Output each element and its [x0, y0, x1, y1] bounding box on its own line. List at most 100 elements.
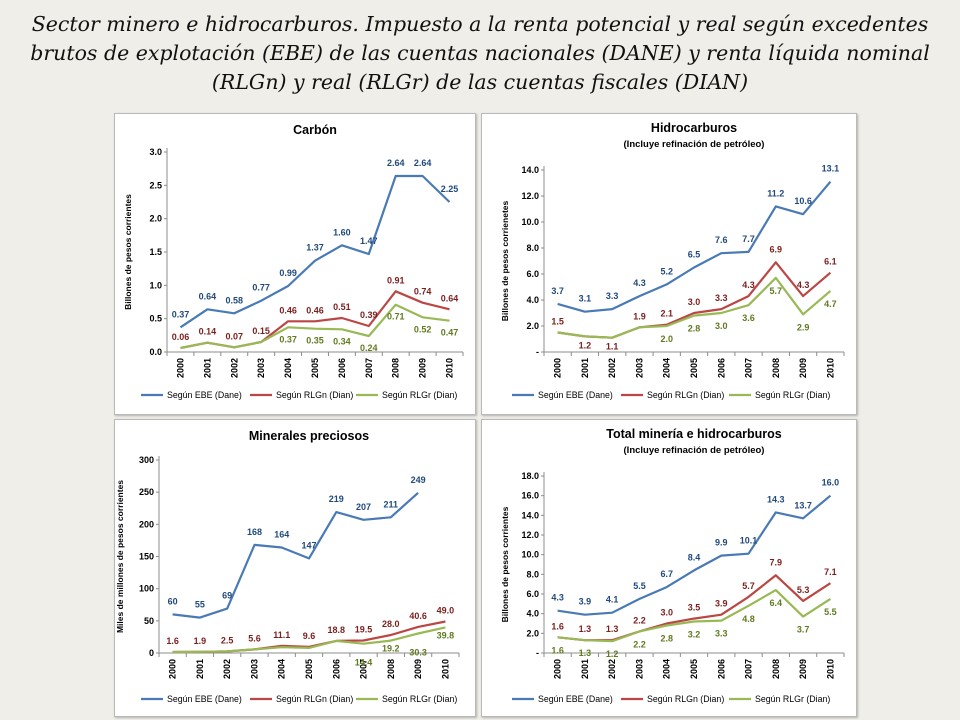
y-tick-label: 10.0 [521, 217, 539, 227]
data-label-rlgn: 5.6 [248, 633, 261, 643]
data-label-ebe: 1.47 [360, 236, 378, 246]
data-label-ebe: 1.37 [306, 243, 324, 253]
x-tick-label: 2010 [440, 659, 450, 679]
y-axis-label: Billones de pesos corrienetes [500, 201, 510, 322]
data-label-ebe: 10.1 [740, 536, 758, 546]
x-tick-label: 2007 [744, 659, 754, 679]
data-label-rlgn: 0.06 [172, 332, 190, 342]
legend-label-rlgr: Según RLGr (Dian) [382, 390, 457, 400]
data-label-rlgn: 2.5 [221, 635, 234, 645]
data-label-rlgn: 28.0 [382, 619, 400, 629]
data-label-ebe: 60 [168, 596, 178, 606]
x-tick-label: 2007 [359, 659, 369, 679]
data-label-ebe: 0.77 [252, 283, 270, 293]
y-tick-label: 150 [139, 552, 154, 562]
legend-label-rlgn: Según RLGn (Dian) [647, 390, 724, 400]
data-label-ebe: 6.7 [660, 569, 673, 579]
data-label-rlgr: 2.0 [660, 334, 673, 344]
chart-hidrocarburos: Hidrocarburos (Incluye refinación de petr… [500, 121, 845, 400]
data-label-ebe: 4.3 [633, 278, 646, 288]
data-label-ebe: 6.5 [688, 250, 701, 260]
x-tick-label: 2002 [607, 358, 617, 378]
chart-subtitle: (Incluye refinación de petróleo) [624, 445, 765, 456]
data-label-ebe: 168 [247, 527, 262, 537]
x-tick-label: 2002 [229, 358, 239, 378]
legend-label-rlgr: Según RLGr (Dian) [382, 694, 457, 704]
data-label-rlgn: 0.07 [226, 331, 244, 341]
data-label-rlgr: 1.6 [551, 645, 564, 655]
data-label-rlgr: 3.7 [797, 625, 810, 635]
series-line-ebe [557, 180, 832, 313]
data-label-ebe: 2.25 [441, 184, 459, 194]
data-label-rlgn: 11.1 [273, 630, 290, 640]
y-tick-label: 0 [149, 648, 154, 658]
data-label-rlgn: 1.2 [579, 340, 592, 350]
data-label-ebe: 3.9 [579, 597, 592, 607]
data-label-ebe: 7.6 [715, 235, 728, 245]
legend-label-rlgn: Según RLGn (Dian) [647, 694, 724, 704]
data-label-rlgn: 0.46 [279, 305, 297, 315]
x-tick-label: 2001 [202, 358, 212, 378]
x-tick-label: 2008 [771, 358, 781, 378]
data-label-ebe: 13.7 [794, 500, 812, 510]
y-tick-label: 12.0 [521, 191, 539, 201]
legend-label-ebe: Según EBE (Dane) [538, 694, 613, 704]
data-label-rlgr: 3.3 [715, 629, 728, 639]
x-tick-label: 2008 [386, 659, 396, 679]
chart-panel-carbon: Carbón 0.0 0.5 1.0 1.5 2.0 2.5 3.0 Billones de p… [114, 113, 476, 415]
data-label-rlgr: 4.8 [742, 614, 755, 624]
data-label-rlgn: 0.14 [199, 327, 217, 337]
data-label-ebe: 55 [195, 600, 205, 610]
y-tick-label: 200 [139, 519, 154, 529]
data-label-ebe: 5.5 [633, 581, 646, 591]
legend-label-rlgr: Según RLGr (Dian) [755, 694, 830, 704]
x-tick-label: 2002 [222, 659, 232, 679]
data-label-ebe: 14.3 [767, 494, 785, 504]
data-label-rlgn: 1.9 [194, 636, 207, 646]
x-tick-label: 2010 [825, 358, 835, 378]
x-tick-label: 2000 [553, 358, 563, 378]
legend-label-rlgn: Según RLGn (Dian) [276, 390, 353, 400]
x-tick-label: 2003 [634, 659, 644, 679]
data-label-rlgr: 5.7 [770, 286, 783, 296]
data-label-ebe: 13.1 [822, 164, 840, 174]
chart-title: Minerales preciosos [249, 429, 369, 443]
data-label-rlgn: 0.91 [387, 275, 405, 285]
y-tick-label: 0.0 [149, 347, 162, 357]
data-label-ebe: 0.64 [199, 291, 217, 301]
chart-panel-minerales-preciosos: Minerales preciosos 0 50 100 150 200 250 300 Mil… [114, 419, 476, 717]
data-label-rlgr: 19.2 [382, 644, 400, 654]
data-label-ebe: 0.37 [172, 309, 190, 319]
x-tick-label: 2009 [418, 358, 428, 378]
y-tick-label: 2.0 [149, 214, 162, 224]
legend-label-ebe: Según EBE (Dane) [167, 694, 242, 704]
legend-label-ebe: Según EBE (Dane) [167, 390, 242, 400]
y-tick-label: 100 [139, 584, 154, 594]
data-label-rlgn: 2.2 [633, 615, 646, 625]
data-label-ebe: 10.6 [794, 196, 812, 206]
series-line-rlgr [557, 589, 831, 643]
data-label-rlgr: 0.24 [360, 343, 378, 353]
y-tick-label: 8.0 [526, 243, 539, 253]
data-label-rlgn: 3.9 [715, 599, 728, 609]
data-label-rlgn: 1.3 [606, 624, 619, 634]
y-tick-label: 18.0 [521, 471, 539, 481]
x-tick-label: 2002 [607, 659, 617, 679]
data-label-ebe: 3.1 [579, 294, 592, 304]
data-label-rlgr: 1.2 [606, 649, 619, 659]
data-label-ebe: 211 [384, 499, 399, 509]
data-label-ebe: 11.2 [767, 188, 784, 198]
data-label-rlgn: 7.9 [770, 557, 783, 567]
data-label-rlgn: 3.3 [715, 293, 728, 303]
series-line-ebe [172, 491, 419, 619]
x-tick-label: 2004 [277, 659, 287, 679]
chart-subtitle: (Incluye refinación de petróleo) [624, 139, 765, 150]
data-label-rlgr: 2.9 [797, 322, 810, 332]
y-tick-label: 2.5 [149, 180, 162, 190]
data-label-rlgr: 0.35 [306, 336, 324, 346]
data-label-rlgn: 6.1 [824, 257, 837, 267]
data-label-rlgr: 4.7 [824, 299, 837, 309]
x-tick-label: 2008 [391, 358, 401, 378]
data-label-rlgn: 40.6 [409, 611, 427, 621]
y-tick-label: 250 [139, 487, 154, 497]
